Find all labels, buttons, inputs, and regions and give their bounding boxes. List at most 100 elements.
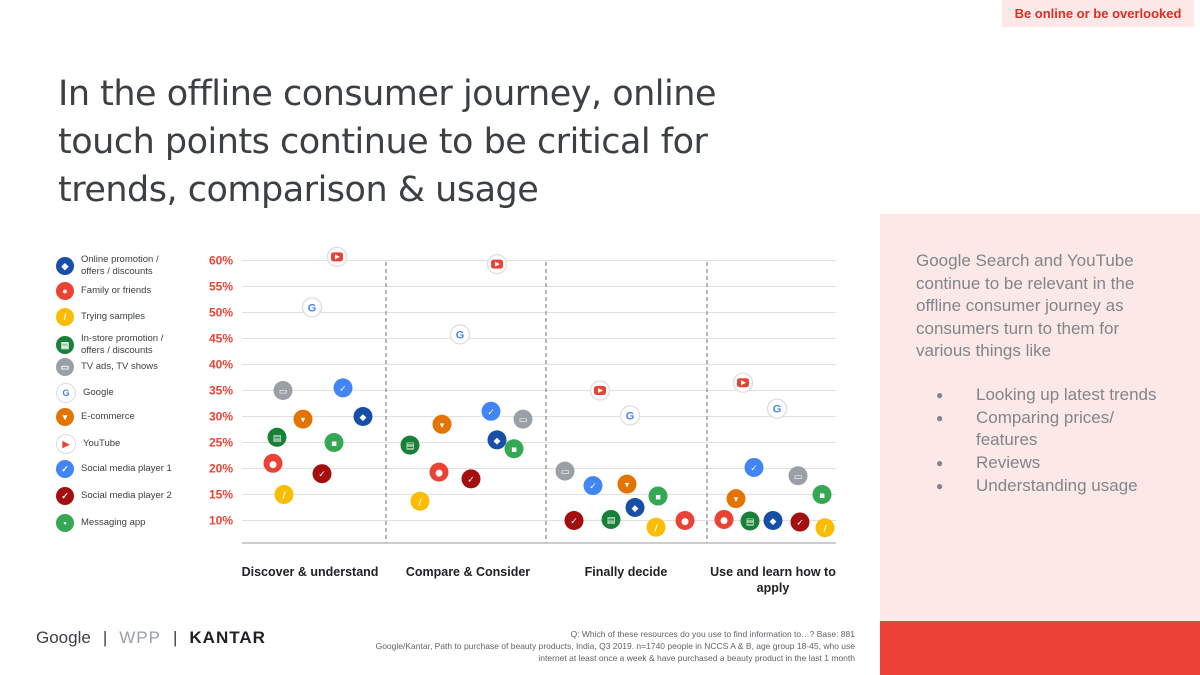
google-icon: G xyxy=(456,329,465,341)
source-note: Q: Which of these resources do you use t… xyxy=(275,628,855,664)
insight-intro: Google Search and YouTube continue to be… xyxy=(916,251,1135,360)
legend-item: ✓ Social media player 2 xyxy=(56,487,181,505)
cart-icon: ▾ xyxy=(734,495,739,505)
thumbs-up-icon: ✓ xyxy=(589,482,597,492)
data-point xyxy=(625,498,645,517)
store-icon: ▤ xyxy=(273,434,282,444)
legend-label: TV ads, TV shows xyxy=(81,361,158,372)
legend-item: ▶ YouTube xyxy=(56,434,183,454)
cart-icon: ▾ xyxy=(56,408,74,426)
data-point xyxy=(766,398,788,419)
stage-label-compare: Compare & Consider xyxy=(405,565,531,579)
legend-label: Family or friends xyxy=(81,285,152,296)
y-tick-label: 30% xyxy=(209,410,233,424)
data-point xyxy=(788,466,808,486)
data-point xyxy=(267,427,287,447)
legend-label: Google xyxy=(83,387,114,398)
google-icon: G xyxy=(773,404,782,416)
data-point xyxy=(429,462,449,482)
y-tick-label: 55% xyxy=(209,280,233,294)
data-point xyxy=(274,485,294,504)
thumbs-up-icon: ✓ xyxy=(339,384,347,394)
tag-icon: ◆ xyxy=(770,517,777,527)
legend-item: ✓ Social media player 1 xyxy=(56,460,181,478)
tag-icon: ◆ xyxy=(494,436,501,446)
data-point xyxy=(301,297,323,318)
stage-label-decide: Finally decide xyxy=(584,565,668,579)
chat-icon: ▪ xyxy=(511,445,517,455)
chat-icon: ▪ xyxy=(819,491,825,501)
legend-label: Online promotion / offers / discounts xyxy=(81,254,159,277)
y-tick-label: 45% xyxy=(209,332,233,346)
insight-bullet: Reviews xyxy=(936,452,1166,474)
chat-icon: ▪ xyxy=(655,493,661,503)
google-logo: Google xyxy=(36,628,91,647)
data-point xyxy=(740,511,760,531)
person-icon: ● xyxy=(435,469,443,479)
person-icon: ● xyxy=(720,516,728,526)
cart-icon: ▾ xyxy=(440,421,445,431)
data-point xyxy=(714,509,734,529)
tag-icon: ◆ xyxy=(632,504,639,514)
pencil-icon: / xyxy=(418,498,422,508)
thumbs-up-icon: ✓ xyxy=(570,517,578,527)
y-tick-label: 35% xyxy=(209,384,233,398)
legend-item: / Trying samples xyxy=(56,308,181,326)
data-point xyxy=(726,489,746,509)
legend-label: Social media player 1 xyxy=(81,463,172,474)
tv-icon: ▭ xyxy=(794,472,803,482)
y-tick-label: 50% xyxy=(209,306,233,320)
tv-icon: ▭ xyxy=(519,416,528,426)
data-point xyxy=(648,486,668,506)
legend-label: E-commerce xyxy=(81,411,135,422)
y-tick-label: 60% xyxy=(209,254,233,268)
legend-item: ▾ E-commerce xyxy=(56,408,181,426)
pencil-icon: / xyxy=(654,524,658,534)
tv-icon: ▭ xyxy=(56,358,74,376)
person-icon: ● xyxy=(269,460,277,470)
legend-label: In-store promotion / offers / discounts xyxy=(81,333,164,356)
data-point xyxy=(583,476,603,496)
google-icon: G xyxy=(56,383,76,403)
data-point xyxy=(675,511,695,530)
partner-logos: Google | WPP | KANTAR xyxy=(36,628,266,648)
data-point xyxy=(646,517,666,537)
y-tick-label: 40% xyxy=(209,358,233,372)
data-point xyxy=(564,511,584,530)
tv-icon: ▭ xyxy=(279,387,288,397)
insight-list: Looking up latest trends Comparing price… xyxy=(936,384,1166,498)
kantar-logo: KANTAR xyxy=(189,628,266,647)
store-icon: ▤ xyxy=(746,518,755,528)
stage-label-use: Use and learn how to apply xyxy=(710,565,836,595)
data-point xyxy=(353,407,373,426)
legend-item: ● Family or friends xyxy=(56,282,181,300)
thumbs-up-icon: ✓ xyxy=(318,470,326,480)
data-point xyxy=(812,485,832,504)
data-point xyxy=(410,491,430,511)
page-title: In the offline consumer journey, online … xyxy=(58,74,716,210)
data-point xyxy=(449,324,471,345)
insight-bullet: Understanding usage xyxy=(936,475,1166,497)
insight-bullet: Looking up latest trends xyxy=(936,384,1166,406)
legend-item: G Google xyxy=(56,383,183,403)
data-point xyxy=(481,401,501,421)
data-point xyxy=(263,453,283,473)
data-point xyxy=(400,435,420,455)
tv-icon: ▭ xyxy=(561,468,570,478)
youtube-icon: ▶ xyxy=(56,434,76,454)
source-line: Q: Which of these resources do you use t… xyxy=(570,629,855,639)
data-point xyxy=(324,433,344,452)
play-icon xyxy=(335,254,340,260)
person-icon: ● xyxy=(681,517,689,527)
chat-icon: ▪ xyxy=(56,514,74,532)
store-icon: ▤ xyxy=(406,442,415,452)
data-point xyxy=(461,469,481,489)
wpp-logo: WPP xyxy=(119,628,161,647)
y-tick-label: 25% xyxy=(209,436,233,450)
cart-icon: ▾ xyxy=(625,481,630,491)
legend-label: Messaging app xyxy=(81,517,146,528)
logo-separator: | xyxy=(172,628,178,647)
y-tick-label: 15% xyxy=(209,488,233,502)
data-point xyxy=(619,405,641,426)
logo-separator: | xyxy=(102,628,108,647)
